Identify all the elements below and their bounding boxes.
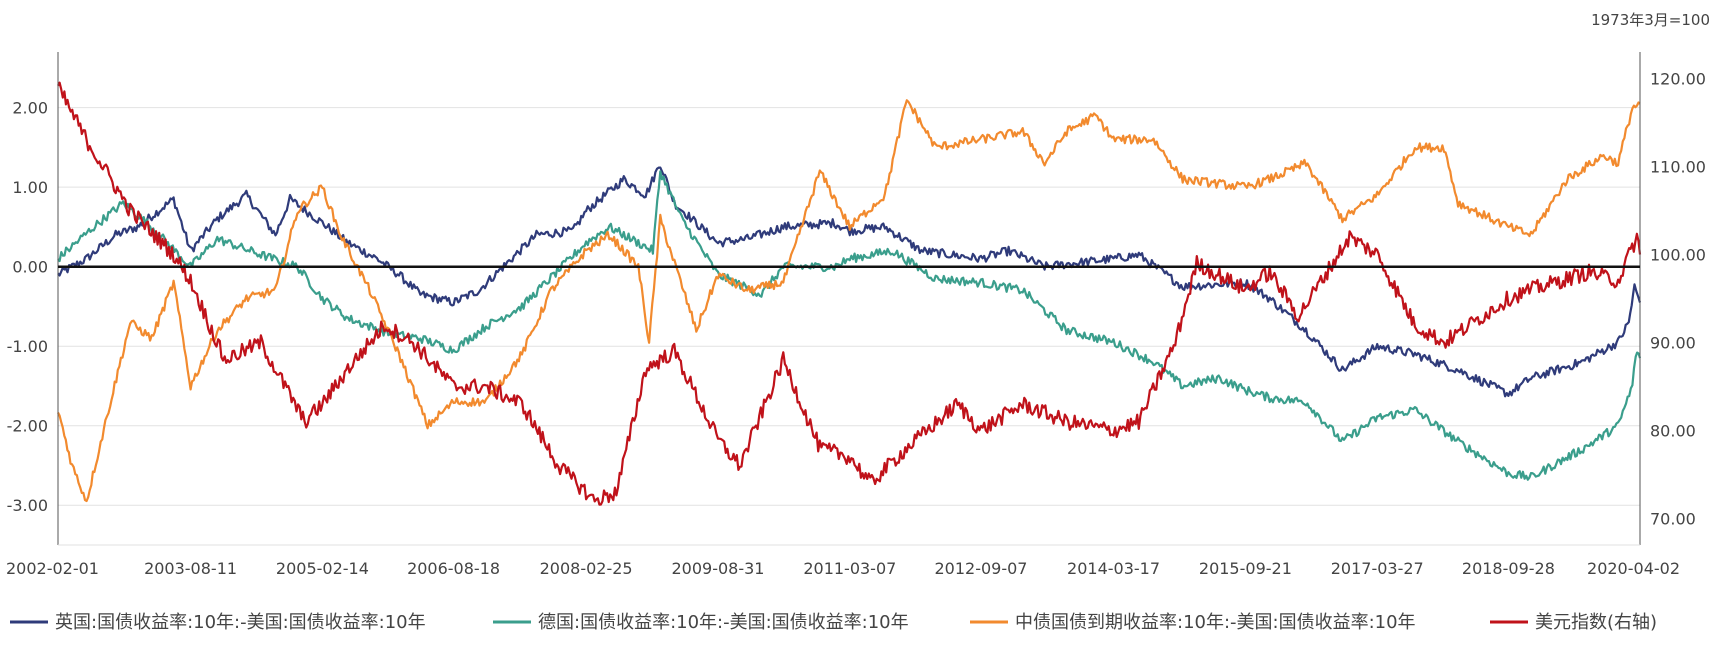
x-tick-label: 2012-09-07 [934,559,1027,578]
x-tick-label: 2009-08-31 [671,559,764,578]
x-tick-label: 2006-08-18 [407,559,500,578]
right-tick-label: 100.00 [1650,245,1706,264]
series-line-4 [57,81,1642,506]
x-tick-label: 2003-08-11 [144,559,237,578]
axes [57,52,1641,546]
left-tick-label: 2.00 [12,99,48,118]
series-line-1 [57,166,1642,398]
x-tick-label: 2017-03-27 [1331,559,1424,578]
series-line-2 [57,170,1642,481]
x-tick-label: 2015-09-21 [1199,559,1292,578]
legend-label: 德国:国债收益率:10年:-美国:国债收益率:10年 [538,612,909,633]
left-tick-label: 0.00 [12,258,48,277]
left-tick-label: -1.00 [7,337,48,356]
axis-note: 1973年3月=100 [1591,11,1710,29]
legend-label: 中债国债到期收益率:10年:-美国:国债收益率:10年 [1015,612,1416,633]
legend-label: 美元指数(右轴) [1535,612,1657,633]
right-tick-label: 80.00 [1650,422,1696,441]
series-line-3 [57,99,1641,503]
right-tick-label: 110.00 [1650,157,1706,176]
series-lines [57,81,1642,506]
right-axis-ticks: 120.00 110.00 100.00 90.00 80.00 70.00 [1650,69,1706,528]
left-axis-ticks: 2.00 1.00 0.00 -1.00 -2.00 -3.00 [7,99,48,516]
right-tick-label: 70.00 [1650,510,1696,529]
x-tick-label: 2020-04-02 [1587,559,1680,578]
x-tick-label: 2005-02-14 [276,559,369,578]
x-tick-label: 2018-09-28 [1462,559,1555,578]
x-tick-label: 2002-02-01 [6,559,99,578]
right-tick-label: 90.00 [1650,334,1696,353]
x-tick-label: 2014-03-17 [1067,559,1160,578]
x-tick-label: 2008-02-25 [540,559,633,578]
left-tick-label: -3.00 [7,496,48,515]
x-tick-label: 2011-03-07 [803,559,896,578]
left-tick-label: 1.00 [12,178,48,197]
right-tick-label: 120.00 [1650,69,1706,88]
x-axis-ticks: 2002-02-01 2003-08-11 2005-02-14 2006-08-18… [6,559,1680,578]
legend: 英国:国债收益率:10年:-美国:国债收益率:10年 德国:国债收益率:10年:-… [10,612,1657,633]
legend-label: 英国:国债收益率:10年:-美国:国债收益率:10年 [55,612,426,633]
left-tick-label: -2.00 [7,417,48,436]
